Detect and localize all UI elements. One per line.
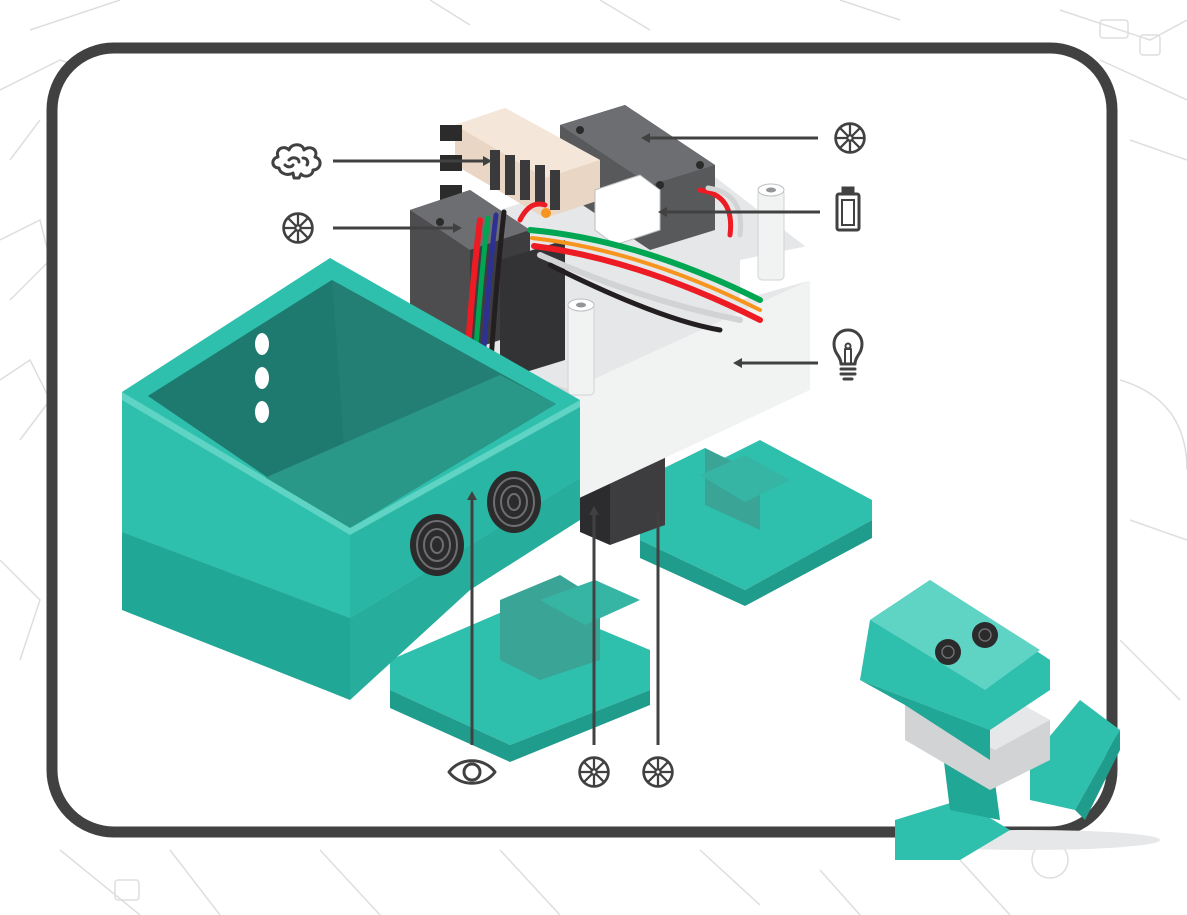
battery-icon	[835, 186, 861, 232]
eye-icon	[447, 759, 497, 785]
mini-robot	[860, 580, 1160, 860]
robot-assembly	[122, 105, 872, 762]
lightbulb-icon	[832, 328, 864, 381]
brain-icon	[271, 143, 322, 180]
callout-lines	[333, 133, 820, 745]
ultrasonic-sensor	[410, 471, 541, 576]
